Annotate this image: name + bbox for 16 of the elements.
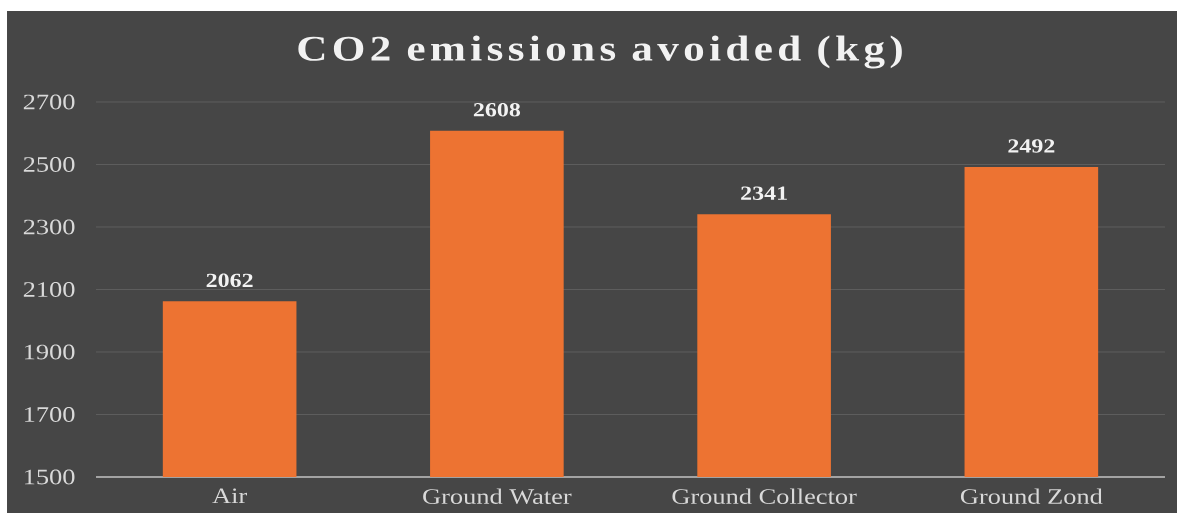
x-tick-label: Ground Collector: [672, 488, 857, 504]
y-tick-label: 1500: [25, 469, 75, 485]
y-tick-label: 2100: [23, 282, 75, 297]
x-tick-label: Ground Water: [423, 488, 572, 505]
y-tick-label: 2700: [23, 94, 75, 110]
y-tick-label: 2500: [23, 157, 75, 172]
y-tick-label: 1900: [25, 344, 75, 360]
data-label: 2492: [1008, 139, 1055, 153]
y-tick-label: 1700: [25, 407, 75, 422]
data-label: 2608: [473, 102, 521, 117]
data-label: 2341: [741, 186, 787, 200]
x-tick-label: Air: [212, 488, 247, 504]
chart-title: CO2 emissions avoided (kg): [298, 35, 902, 69]
data-label: 2062: [206, 273, 253, 288]
y-tick-label: 2300: [23, 219, 75, 235]
x-tick-label: Ground Zond: [960, 488, 1103, 504]
